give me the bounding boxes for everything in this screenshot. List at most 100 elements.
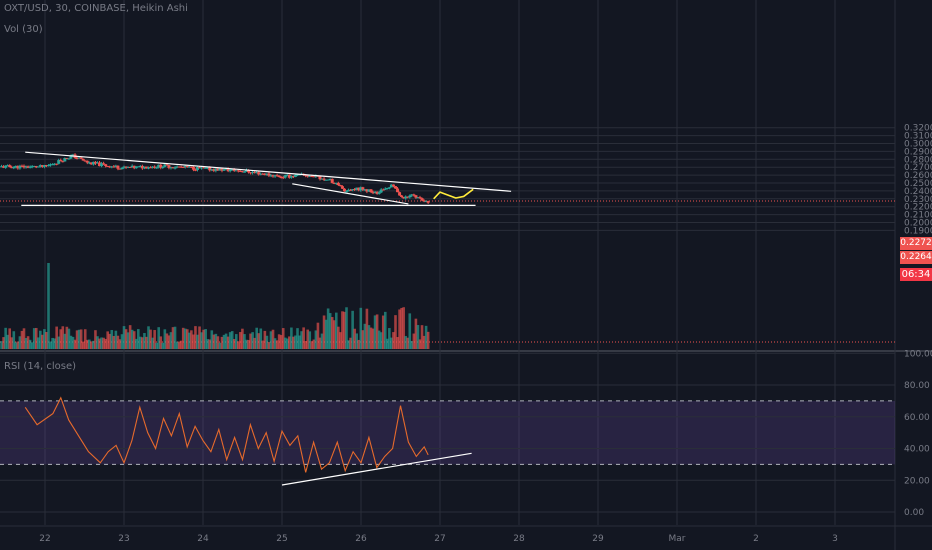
candle-body <box>55 163 59 165</box>
candle-body <box>318 176 322 180</box>
candle-body <box>391 184 395 187</box>
candle-body <box>16 165 20 169</box>
candle-body <box>224 168 228 170</box>
volume-bar <box>224 333 228 349</box>
volume-bar <box>345 307 348 349</box>
volume-bar <box>47 263 50 349</box>
candle-body <box>171 167 175 169</box>
volume-bar <box>375 314 379 349</box>
volume-bar <box>361 330 365 349</box>
volume-bar <box>55 326 58 349</box>
volume-bar <box>81 341 85 349</box>
volume-bar <box>116 335 120 349</box>
volume-bar <box>181 327 185 349</box>
volume-bar <box>22 328 26 349</box>
volume-bar <box>30 342 34 349</box>
candle-body <box>336 182 340 186</box>
candle-body <box>14 165 18 168</box>
volume-bar <box>228 332 232 349</box>
volume-bar <box>265 335 269 349</box>
candle-body <box>281 177 285 179</box>
candle-body <box>291 176 295 178</box>
candle-body <box>263 173 267 176</box>
volume-bar <box>243 334 246 349</box>
volume-bar <box>337 326 340 349</box>
volume-bar <box>296 328 299 349</box>
time-axis-label: 26 <box>355 534 367 544</box>
volume-bar <box>386 338 389 349</box>
volume-bar <box>396 337 399 349</box>
candle-body <box>0 166 4 168</box>
candle-body <box>206 167 210 169</box>
candle-body <box>124 166 128 168</box>
volume-bar <box>298 335 301 349</box>
rsi-axis-label: 100.00 <box>904 349 932 359</box>
candle-body <box>18 165 22 169</box>
candle-body <box>351 189 355 191</box>
candle-body <box>202 167 206 169</box>
volume-bar <box>128 325 132 349</box>
volume-bar <box>177 341 181 349</box>
volume-bar <box>302 327 305 349</box>
candle-body <box>422 200 426 202</box>
candle-body <box>134 166 138 169</box>
candle-body <box>77 157 81 159</box>
volume-bar <box>8 328 12 349</box>
candle-body <box>159 164 163 168</box>
candle-body <box>385 187 389 189</box>
volume-bar <box>53 338 56 349</box>
volume-bar <box>367 325 371 349</box>
candle-body <box>420 198 424 201</box>
volume-bar <box>347 340 350 349</box>
candle-body <box>140 165 144 169</box>
volume-bar <box>328 313 332 349</box>
candle-body <box>51 164 55 166</box>
volume-bar <box>77 329 81 349</box>
volume-bar <box>88 339 91 349</box>
volume-bar <box>4 327 7 349</box>
candle-body <box>396 188 400 193</box>
candle-body <box>238 170 242 172</box>
volume-bar <box>43 329 46 349</box>
candle-body <box>332 182 336 184</box>
volume-bar <box>279 335 283 349</box>
candle-body <box>28 166 32 168</box>
time-axis-label: 22 <box>39 534 50 544</box>
candle-body <box>416 197 420 199</box>
candle-body <box>155 167 159 169</box>
volume-bar <box>359 307 363 349</box>
volume-bar <box>269 331 273 349</box>
volume-bar <box>57 336 61 349</box>
rsi-legend[interactable]: RSI (14, close) <box>4 361 77 372</box>
chart-title-legend[interactable]: OXT/USD, 30, COINBASE, Heikin Ashi <box>4 3 188 14</box>
candle-body <box>324 179 328 181</box>
candle-body <box>359 187 363 191</box>
volume-bar <box>357 339 361 349</box>
volume-bar <box>394 315 397 349</box>
volume-legend[interactable]: Vol (30) <box>4 24 43 35</box>
volume-bar <box>424 325 428 349</box>
volume-bar <box>132 331 136 349</box>
volume-bar <box>353 328 356 349</box>
candle-body <box>267 173 271 176</box>
candle-body <box>222 169 226 171</box>
candle-body <box>46 165 50 167</box>
candle-body <box>283 175 287 178</box>
candle-body <box>251 171 255 174</box>
candle-body <box>367 189 371 192</box>
volume-bar <box>18 336 22 349</box>
candle-body <box>63 158 67 162</box>
candle-body <box>404 196 408 199</box>
rsi-axis-label: 20.00 <box>904 476 930 486</box>
candle-body <box>308 176 312 178</box>
candle-body <box>126 166 130 168</box>
volume-bar <box>12 331 16 349</box>
volume-bar <box>318 337 322 349</box>
candle-body <box>183 165 187 168</box>
candle-body <box>279 176 283 178</box>
candle-body <box>181 166 185 168</box>
